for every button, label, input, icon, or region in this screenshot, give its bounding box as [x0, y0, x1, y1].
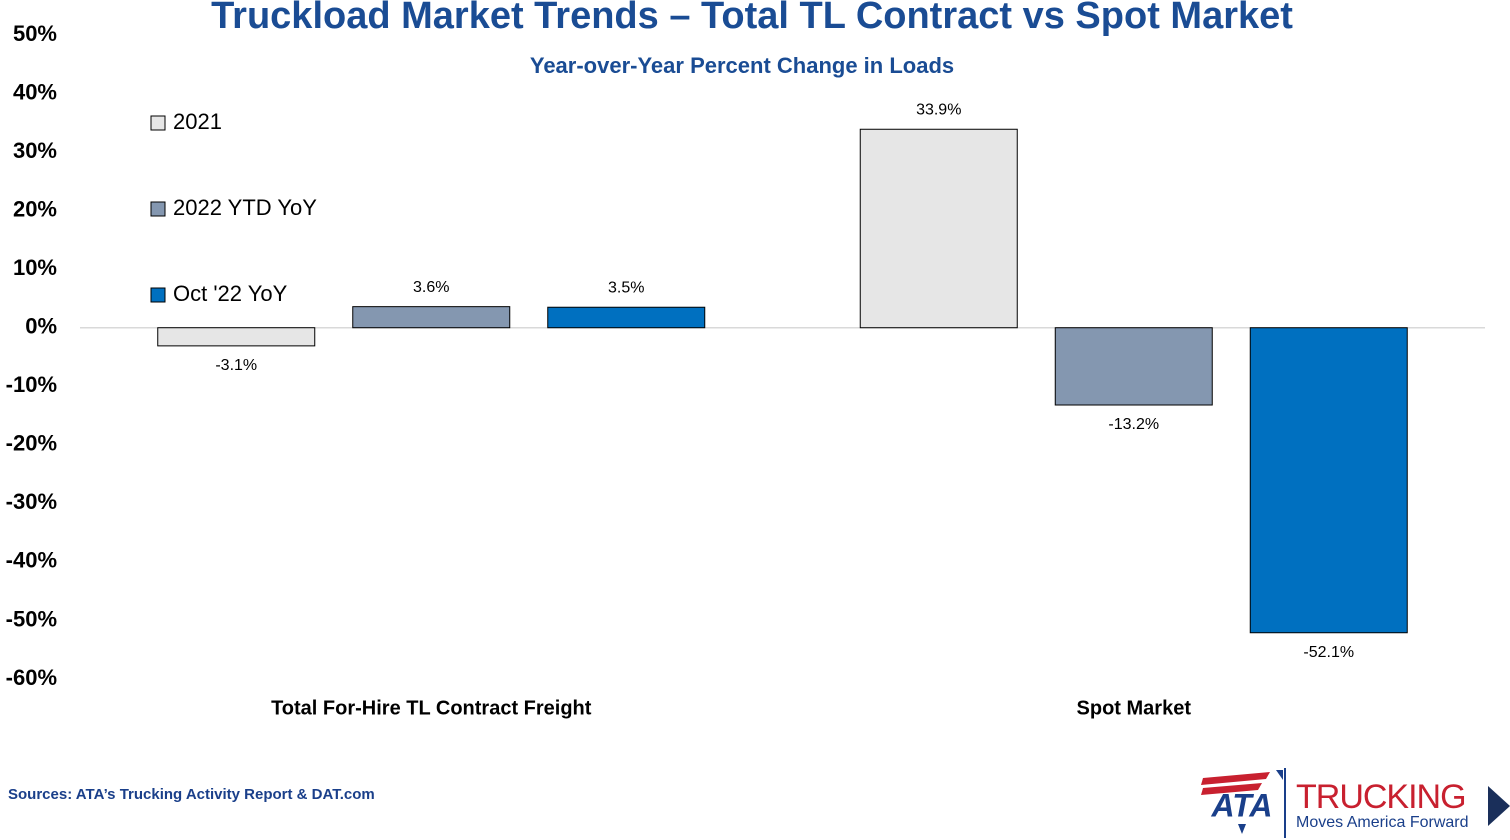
chart-title: Truckload Market Trends – Total TL Contr…	[211, 0, 1293, 37]
legend-swatch	[150, 115, 166, 131]
value-label: -3.1%	[215, 357, 257, 374]
y-tick-label: -10%	[6, 372, 57, 397]
bar	[859, 128, 1018, 329]
value-label: 3.5%	[608, 279, 644, 296]
logo-tagline: Moves America Forward	[1296, 814, 1469, 831]
x-tick-label: Total For-Hire TL Contract Freight	[271, 697, 592, 719]
bar	[352, 306, 511, 329]
legend-swatch	[150, 287, 166, 303]
chart-subtitle: Year-over-Year Percent Change in Loads	[530, 53, 954, 78]
logo: ATA TRUCKING Moves America Forward	[1201, 768, 1510, 838]
y-tick-label: -20%	[6, 431, 57, 456]
y-tick-label: -50%	[6, 606, 57, 631]
legend-label: 2021	[173, 109, 222, 134]
source-note: Sources: ATA’s Trucking Activity Report …	[8, 786, 375, 803]
y-tick-label: 50%	[13, 21, 57, 46]
value-label: 33.9%	[916, 101, 961, 118]
bar	[1249, 327, 1408, 634]
value-label: -13.2%	[1108, 416, 1159, 433]
value-label: 3.6%	[413, 279, 449, 296]
y-tick-label: 20%	[13, 196, 57, 221]
x-tick-label: Spot Market	[1077, 697, 1192, 719]
y-tick-label: -30%	[6, 489, 57, 514]
bar	[547, 306, 706, 329]
y-tick-label: 40%	[13, 79, 57, 104]
legend-label: Oct '22 YoY	[173, 281, 288, 306]
logo-name: TRUCKING	[1296, 778, 1466, 816]
value-label: -52.1%	[1303, 644, 1354, 661]
bar	[157, 327, 316, 347]
y-tick-label: -40%	[6, 548, 57, 573]
logo-mark: ATA	[1210, 787, 1272, 823]
y-tick-label: -60%	[6, 665, 57, 690]
y-tick-label: 30%	[13, 138, 57, 163]
legend-swatch	[150, 201, 166, 217]
y-tick-label: 10%	[13, 255, 57, 280]
bar	[1054, 327, 1213, 406]
legend-label: 2022 YTD YoY	[173, 195, 317, 220]
y-tick-label: 0%	[25, 314, 57, 339]
